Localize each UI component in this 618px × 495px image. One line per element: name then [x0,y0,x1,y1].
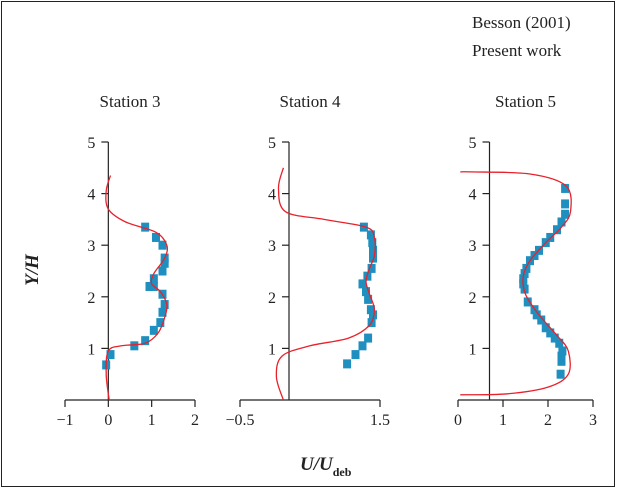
experiment-point [550,333,559,343]
y-tick-label: 2 [469,290,477,307]
experiment-point [520,284,529,294]
experiment-point [130,341,139,351]
simulation-line [105,175,169,401]
experiment-point [541,323,550,333]
experiment-point [367,263,376,273]
experiment-point [160,300,169,310]
x-axis-label: U/Udeb [300,454,352,479]
experiment-point [141,336,150,346]
x-tick-label: 0 [454,412,462,429]
experiment-point [158,266,167,276]
experiment-point [149,274,158,284]
experiment-point [520,269,529,279]
experiment-point [555,338,564,348]
experiment-point [158,240,167,250]
y-tick-label: 4 [469,187,477,204]
experiment-point [553,225,561,235]
experiment-point [145,281,154,291]
experiment-point [369,310,377,320]
experiment-point [358,279,367,289]
experiment-point [523,297,532,307]
experiment-point [359,222,368,232]
x-tick-label: 0 [104,412,112,429]
x-tick-label: 1 [499,412,507,429]
y-tick-label: 1 [268,341,276,358]
experiment-point [537,315,546,325]
experiment-point [366,230,375,240]
panel-2: Station 4 −0.5 1.5 1 2 3 4 5 [225,92,390,429]
panel-1: Station 3 −1 0 1 2 1 2 3 4 5 [56,92,199,429]
experiment-point [561,183,570,193]
experiment-point [557,351,566,361]
experiment-point [557,217,566,227]
panel-3: Station 5 0 1 2 3 1 2 3 4 5 [454,92,597,429]
legend-entry-simulation: Present work [472,41,562,60]
y-tick-label: 3 [87,238,95,255]
experiment-point [351,350,360,360]
x-axis-label-main: U/U [300,454,334,475]
experiment-point [364,333,373,343]
experiment-point [362,287,370,297]
experiment-point [156,318,165,328]
y-tick-label: 5 [469,135,477,152]
y-tick-label: 1 [469,341,477,358]
y-tick-label: 5 [268,135,276,152]
simulation-line [460,171,572,396]
experiment-point [558,346,567,356]
legend: Besson (2001) Present work [472,13,571,60]
experiment-point [561,209,570,219]
y-tick-label: 5 [87,135,95,152]
x-axis-label-subscript: deb [333,465,352,479]
y-tick-label: 2 [268,290,276,307]
experiment-point [369,245,377,255]
experiment-point [343,359,352,369]
panel-title: Station 4 [280,92,341,111]
experiment-point [557,356,566,366]
y-tick-label: 2 [87,290,95,307]
x-tick-label: 1 [148,412,156,429]
experiment-point [561,199,570,209]
experiment-point [158,307,167,317]
x-tick-label: −0.5 [225,412,254,429]
panel-title: Station 3 [100,92,161,111]
experiment-point [522,263,531,273]
y-tick-label: 3 [469,238,477,255]
x-tick-label: 3 [589,412,597,429]
y-axis-label: Y/H [22,253,43,286]
x-tick-label: 2 [191,412,199,429]
x-tick-label: −1 [56,412,73,429]
legend-entry-experiment: Besson (2001) [472,13,571,32]
y-tick-label: 4 [268,187,276,204]
experiment-point [368,238,377,248]
panel-title: Station 5 [495,92,556,111]
experiment-point [364,294,373,304]
panels: Station 3 −1 0 1 2 1 2 3 4 5 Station 4 −0.5 1.5 1 2 3 4 5… [56,92,597,429]
experiment-point [556,369,565,379]
y-tick-label: 1 [87,341,95,358]
experiment-point [152,232,160,242]
experiment-point [546,328,555,338]
y-tick-label: 3 [268,238,276,255]
experiment-point [149,325,158,335]
x-tick-label: 2 [544,412,552,429]
experiment-point [358,341,367,351]
experiment-point [106,350,115,360]
figure-frame [1,1,615,487]
x-tick-label: 1.5 [370,412,390,429]
experiment-point [532,310,541,320]
experiment-point [141,222,150,232]
experiment-point [160,258,169,268]
y-tick-label: 4 [87,187,95,204]
simulation-line [275,167,376,401]
experiment-point [366,305,375,315]
experiment-point [369,253,377,263]
